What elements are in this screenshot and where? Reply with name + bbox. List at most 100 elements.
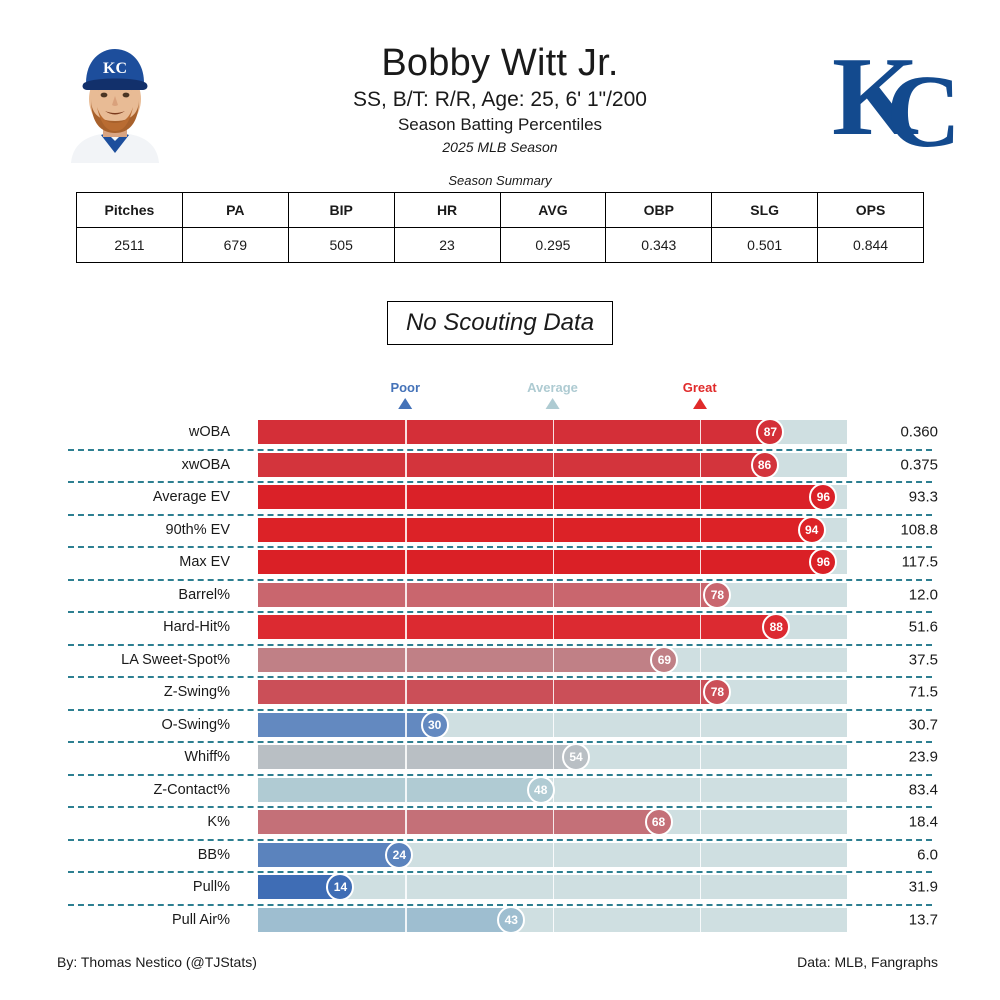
gridline [405, 810, 407, 835]
gridline [552, 810, 554, 835]
gridline [552, 582, 554, 607]
summary-cell: 0.343 [605, 227, 713, 263]
credit-text: By: Thomas Nestico (@TJStats) [57, 954, 257, 970]
metric-value: 51.6 [908, 618, 938, 636]
summary-header-row: Pitches PA BIP HR AVG OBP SLG OPS [76, 192, 924, 228]
metric-label: Pull% [192, 879, 230, 896]
summary-cell: 679 [181, 227, 289, 263]
gridline [552, 712, 554, 737]
chart-subtitle: Season Batting Percentiles [397, 115, 603, 134]
percentile-row: 90th% EV 94 108.8 [0, 513, 1000, 547]
gridline [552, 745, 554, 770]
summary-cell: 505 [287, 227, 395, 263]
season-summary-table: Pitches PA BIP HR AVG OBP SLG OPS 2511 679 505 23 0… [76, 192, 924, 263]
gridline [405, 712, 407, 737]
percentile-bar [258, 842, 400, 867]
percentile-bar [258, 452, 765, 477]
gridline [699, 777, 702, 802]
summary-cell: 0.501 [711, 227, 819, 263]
gridline [699, 680, 702, 705]
percentile-bubble: 68 [644, 808, 673, 837]
gridline [699, 712, 702, 737]
season-label: 2025 MLB Season [442, 139, 558, 155]
row-divider [68, 838, 932, 841]
percentile-bubble: 30 [420, 710, 449, 739]
percentile-bubble: 43 [497, 905, 526, 934]
row-divider [68, 611, 932, 613]
percentile-bubble: 78 [703, 580, 732, 609]
percentile-track: 30 [258, 710, 847, 739]
percentile-row: Average EV 96 93.3 [0, 481, 1000, 514]
percentile-row: Pull% 14 31.9 [0, 871, 1000, 904]
percentile-bar [258, 420, 771, 445]
svg-text:K: K [832, 35, 919, 156]
percentile-row: xwOBA 86 0.375 [0, 448, 1000, 482]
gridline [405, 485, 407, 510]
gridline [552, 550, 554, 575]
metric-label: Max EV [179, 554, 230, 571]
percentile-track: 96 [258, 483, 847, 512]
gridline [699, 452, 702, 477]
gridline [405, 420, 407, 445]
percentile-row: Z-Contact% 48 83.4 [0, 773, 1000, 807]
row-divider [68, 676, 932, 678]
metric-value: 71.5 [908, 683, 938, 701]
percentile-bar [258, 907, 512, 932]
percentile-row: LA Sweet-Spot% 69 37.5 [0, 643, 1000, 677]
percentile-row: Pull Air% 43 13.7 [0, 903, 1000, 937]
gridline [699, 647, 702, 672]
percentile-row: Whiff% 54 23.9 [0, 741, 1000, 774]
percentile-bar [258, 615, 777, 640]
metric-value: 18.4 [908, 813, 938, 831]
summary-col-header: AVG [499, 192, 607, 228]
page-footer: By: Thomas Nestico (@TJStats) Data: MLB,… [0, 954, 1000, 974]
percentile-track: 68 [258, 808, 847, 837]
percentile-bar [258, 680, 718, 705]
percentile-track: 94 [258, 515, 847, 544]
percentile-legend: Poor Average Great [0, 380, 1000, 412]
percentile-bar [258, 810, 659, 835]
metric-value: 117.5 [901, 553, 938, 571]
metric-value: 31.9 [908, 878, 938, 896]
gridline [405, 907, 407, 932]
gridline [552, 680, 554, 705]
metric-label: K% [207, 814, 230, 831]
summary-col-header: PA [181, 192, 289, 228]
percentile-track: 48 [258, 775, 847, 804]
metric-label: Whiff% [184, 749, 230, 766]
summary-cell: 2511 [76, 227, 183, 263]
metric-value: 37.5 [908, 651, 938, 669]
gridline [699, 485, 702, 510]
row-divider [68, 513, 932, 516]
gridline [699, 615, 702, 640]
player-name: Bobby Witt Jr. [381, 42, 619, 84]
summary-col-header: HR [393, 192, 501, 228]
row-divider [68, 708, 932, 711]
legend-item-great: Great [683, 380, 717, 409]
legend-item-average: Average [527, 380, 578, 409]
metric-label: Pull Air% [171, 911, 230, 928]
no-scouting-data-box: No Scouting Data [387, 301, 613, 345]
player-bio: SS, B/T: R/R, Age: 25, 6' 1"/200 [353, 88, 647, 111]
metric-label: xwOBA [181, 456, 230, 473]
gridline [699, 810, 702, 835]
gridline [552, 615, 554, 640]
gridline [699, 875, 702, 900]
percentile-row: K% 68 18.4 [0, 806, 1000, 839]
gridline [405, 875, 407, 900]
gridline [405, 517, 407, 542]
gridline [405, 680, 407, 705]
gridline [405, 615, 407, 640]
legend-label: Poor [390, 380, 421, 395]
svg-text:KC: KC [103, 60, 127, 77]
gridline [699, 582, 702, 607]
row-divider [68, 481, 932, 483]
metric-label: BB% [197, 846, 230, 863]
metric-value: 13.7 [908, 911, 938, 929]
gridline [699, 745, 702, 770]
gridline [552, 517, 554, 542]
summary-col-header: OBP [605, 192, 713, 228]
kansas-city-royals-logo-icon: K C [830, 34, 955, 156]
percentile-bubble: 24 [385, 840, 414, 869]
percentile-bar [258, 647, 665, 672]
